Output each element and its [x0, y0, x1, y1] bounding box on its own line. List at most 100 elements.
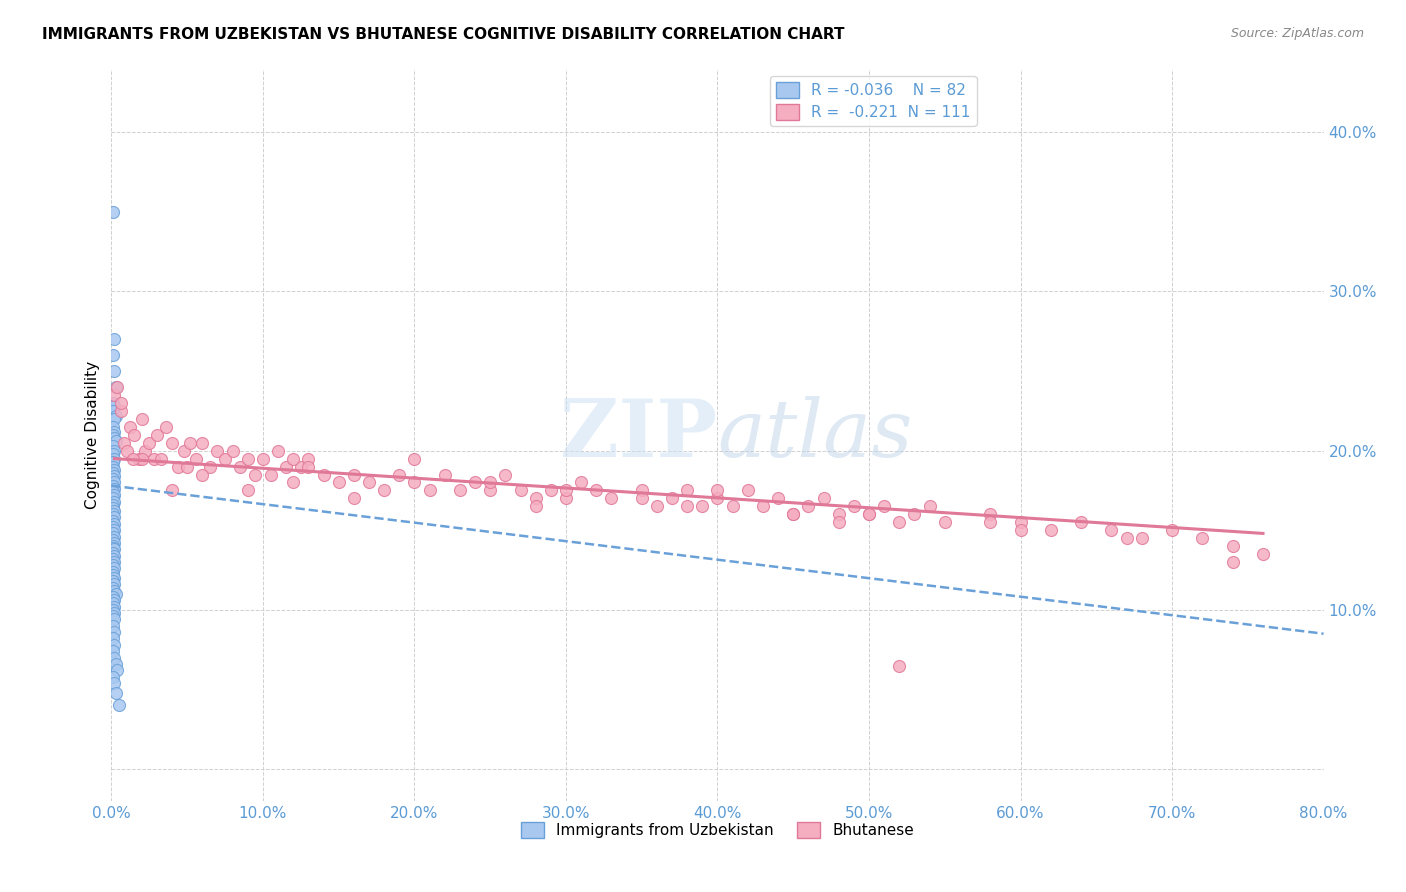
Point	[101, 419, 124, 434]
Point	[128, 451, 150, 466]
Point	[328, 475, 350, 490]
Point	[167, 459, 190, 474]
Point	[357, 475, 380, 490]
Point	[103, 599, 125, 614]
Point	[236, 483, 259, 498]
Point	[752, 500, 775, 514]
Point	[101, 533, 124, 547]
Point	[433, 467, 456, 482]
Point	[103, 536, 125, 550]
Point	[101, 514, 124, 528]
Point	[101, 447, 124, 461]
Point	[101, 508, 124, 522]
Point	[889, 515, 911, 529]
Point	[1101, 523, 1123, 537]
Point	[108, 698, 131, 713]
Point	[101, 204, 124, 219]
Point	[555, 491, 578, 506]
Point	[267, 443, 290, 458]
Point	[103, 463, 125, 477]
Point	[101, 404, 124, 418]
Point	[103, 549, 125, 563]
Point	[107, 663, 129, 677]
Point	[721, 500, 744, 514]
Text: IMMIGRANTS FROM UZBEKISTAN VS BHUTANESE COGNITIVE DISABILITY CORRELATION CHART: IMMIGRANTS FROM UZBEKISTAN VS BHUTANESE …	[42, 27, 845, 42]
Point	[782, 508, 804, 522]
Point	[173, 443, 195, 458]
Point	[155, 419, 177, 434]
Point	[479, 475, 502, 490]
Point	[873, 500, 896, 514]
Point	[343, 467, 366, 482]
Point	[569, 475, 592, 490]
Point	[103, 510, 125, 524]
Point	[104, 657, 127, 671]
Point	[101, 632, 124, 646]
Point	[101, 539, 124, 553]
Point	[103, 431, 125, 445]
Point	[101, 485, 124, 500]
Point	[103, 606, 125, 620]
Point	[236, 451, 259, 466]
Point	[1010, 515, 1032, 529]
Point	[150, 451, 173, 466]
Point	[312, 467, 335, 482]
Point	[388, 467, 411, 482]
Point	[101, 459, 124, 474]
Point	[214, 451, 236, 466]
Point	[676, 500, 699, 514]
Point	[479, 483, 502, 498]
Point	[918, 500, 941, 514]
Point	[176, 459, 198, 474]
Point	[103, 516, 125, 531]
Point	[858, 508, 880, 522]
Text: ZIP: ZIP	[561, 396, 717, 474]
Point	[103, 364, 125, 378]
Point	[464, 475, 486, 490]
Point	[160, 435, 183, 450]
Point	[706, 491, 728, 506]
Point	[103, 530, 125, 544]
Point	[419, 483, 441, 498]
Point	[103, 451, 125, 466]
Point	[540, 483, 562, 498]
Point	[103, 475, 125, 490]
Point	[842, 500, 865, 514]
Point	[737, 483, 759, 498]
Point	[186, 451, 208, 466]
Point	[630, 491, 652, 506]
Point	[107, 380, 129, 394]
Point	[134, 443, 156, 458]
Point	[104, 434, 127, 448]
Point	[191, 435, 214, 450]
Point	[259, 467, 281, 482]
Point	[103, 388, 125, 402]
Point	[101, 619, 124, 633]
Point	[103, 583, 125, 598]
Point	[121, 451, 143, 466]
Point	[103, 561, 125, 575]
Point	[297, 459, 319, 474]
Point	[600, 491, 623, 506]
Point	[766, 491, 789, 506]
Point	[103, 523, 125, 537]
Y-axis label: Cognitive Disability: Cognitive Disability	[86, 360, 100, 508]
Point	[101, 478, 124, 492]
Point	[101, 498, 124, 512]
Point	[103, 542, 125, 557]
Point	[283, 451, 305, 466]
Point	[104, 587, 127, 601]
Point	[283, 475, 305, 490]
Point	[103, 399, 125, 413]
Point	[110, 396, 132, 410]
Point	[101, 439, 124, 453]
Point	[101, 466, 124, 480]
Point	[101, 558, 124, 573]
Point	[103, 332, 125, 346]
Point	[1115, 531, 1137, 545]
Point	[290, 459, 312, 474]
Point	[207, 443, 229, 458]
Point	[112, 435, 135, 450]
Point	[1039, 523, 1062, 537]
Point	[101, 545, 124, 559]
